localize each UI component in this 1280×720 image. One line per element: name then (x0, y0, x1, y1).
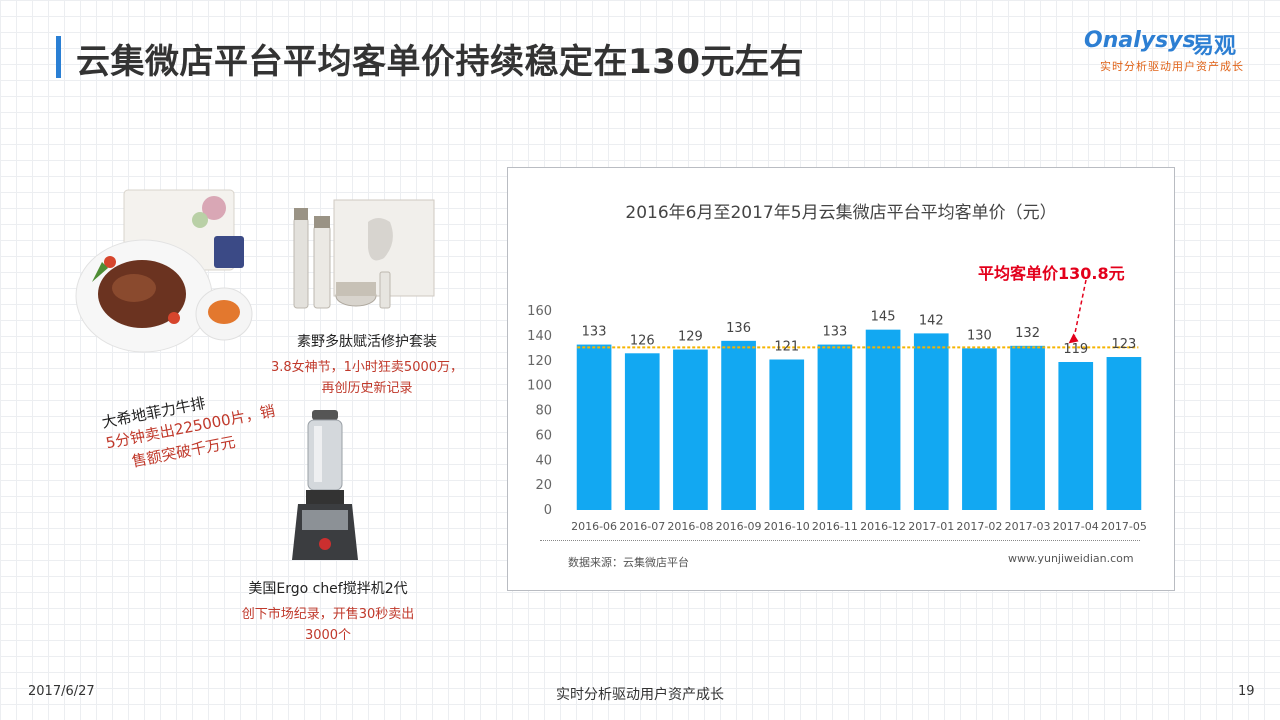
data-label: 129 (678, 330, 703, 345)
y-tick-label: 120 (527, 354, 552, 369)
bar (913, 333, 949, 510)
annotation-arrow-group (1068, 279, 1087, 344)
data-label: 132 (1015, 326, 1040, 341)
x-tick-label: 2017-02 (956, 520, 1002, 533)
logo-brand: Onalysys (1084, 28, 1196, 53)
bar (576, 344, 612, 510)
product-name: 美国Ergo chef搅拌机2代 (248, 581, 408, 597)
data-label: 123 (1112, 337, 1137, 352)
page-number: 19 (1238, 684, 1255, 699)
y-tick-label: 80 (535, 404, 552, 419)
data-label: 136 (726, 321, 751, 336)
skincare-set-icon (293, 199, 435, 309)
x-tick-label: 2017-05 (1101, 520, 1147, 533)
y-tick-label: 140 (527, 329, 552, 344)
bar (865, 329, 901, 510)
y-tick-label: 100 (527, 379, 552, 394)
product-blender-text: 美国Ergo chef搅拌机2代 创下市场纪录，开售30秒卖出 3000个 (218, 578, 438, 646)
y-axis: 0 20 40 60 80 100 120 140 160 (527, 304, 552, 518)
data-label: 133 (582, 325, 607, 340)
x-tick-label: 2016-08 (667, 520, 713, 533)
x-tick-label: 2017-03 (1005, 520, 1051, 533)
x-tick-label: 2017-04 (1053, 520, 1099, 533)
x-tick-label: 2016-12 (860, 520, 906, 533)
x-tick-label: 2016-09 (716, 520, 762, 533)
product-desc-line: 3000个 (304, 628, 352, 643)
brand-logo: Onalysys 易观 实时分析驱动用户资产成长 (1084, 28, 1254, 76)
data-label: 142 (919, 313, 944, 328)
product-name: 素野多肽赋活修护套装 (297, 334, 437, 350)
bar (673, 349, 708, 510)
y-tick-label: 160 (527, 304, 552, 319)
y-tick-label: 0 (544, 503, 552, 518)
data-label: 130 (967, 328, 992, 343)
divider-line (540, 540, 1140, 541)
value-labels: 133 126 129 136 121 133 145 142 130 132 119 123 (582, 310, 1137, 357)
x-tick-label: 2016-06 (571, 520, 617, 533)
source-url: www.yunjiweidian.com (1008, 552, 1134, 565)
chart-title: 2016年6月至2017年5月云集微店平台平均客单价（元） (625, 203, 1057, 223)
data-label: 126 (630, 333, 655, 348)
product-steak-text: 大希地菲力牛排 5分钟卖出225000片，销 售额突破千万元 (100, 379, 281, 478)
blender-icon (292, 410, 358, 560)
footer-tagline: 实时分析驱动用户资产成长 (556, 687, 724, 703)
x-tick-label: 2016-07 (619, 520, 665, 533)
y-tick-label: 40 (535, 453, 552, 468)
bar (624, 353, 660, 510)
average-annotation: 平均客单价130.8元 (978, 264, 1125, 283)
logo-brand-cn: 易观 (1192, 34, 1237, 59)
x-tick-label: 2017-01 (908, 520, 954, 533)
product-desc-line: 创下市场纪录，开售30秒卖出 (241, 607, 415, 622)
footer-date: 2017/6/27 (28, 684, 95, 699)
logo-tagline: 实时分析驱动用户资产成长 (1100, 60, 1244, 73)
bar (962, 348, 997, 510)
annotation-arrow-line (1073, 279, 1087, 336)
y-tick-label: 60 (535, 428, 552, 443)
steak-plate-icon (75, 189, 253, 353)
bar (1106, 357, 1142, 510)
product-blender-image (288, 406, 368, 570)
data-label: 133 (823, 325, 848, 340)
product-desc-line: 再创历史新记录 (321, 381, 413, 396)
chart-frame: 0 20 40 60 80 100 120 140 160 133 126 129 136 121 133… (507, 167, 1175, 591)
data-source: 数据来源：云集微店平台 (568, 556, 689, 569)
bar (817, 344, 853, 510)
y-tick-label: 20 (535, 478, 552, 493)
bar (721, 340, 756, 510)
bar (1010, 345, 1045, 510)
product-steak-image (64, 186, 254, 356)
page-title: 云集微店平台平均客单价持续稳定在130元左右 (76, 42, 804, 82)
data-label: 121 (774, 340, 799, 355)
bar (1058, 361, 1094, 510)
product-desc-line: 3.8女神节，1小时狂卖5000万， (270, 360, 464, 375)
bar (769, 359, 805, 510)
product-skincare-image (284, 192, 440, 316)
bar-series (576, 329, 1142, 510)
data-label: 119 (1063, 342, 1088, 357)
title-accent-bar (56, 36, 61, 78)
x-tick-label: 2016-10 (764, 520, 810, 533)
x-tick-label: 2016-11 (812, 520, 858, 533)
product-skincare-text: 素野多肽赋活修护套装 3.8女神节，1小时狂卖5000万， 再创历史新记录 (262, 331, 472, 399)
data-label: 145 (871, 310, 896, 325)
annotation-arrow-head (1068, 333, 1079, 344)
x-axis: 2016-06 2016-07 2016-08 2016-09 2016-10 2016-… (571, 520, 1147, 533)
